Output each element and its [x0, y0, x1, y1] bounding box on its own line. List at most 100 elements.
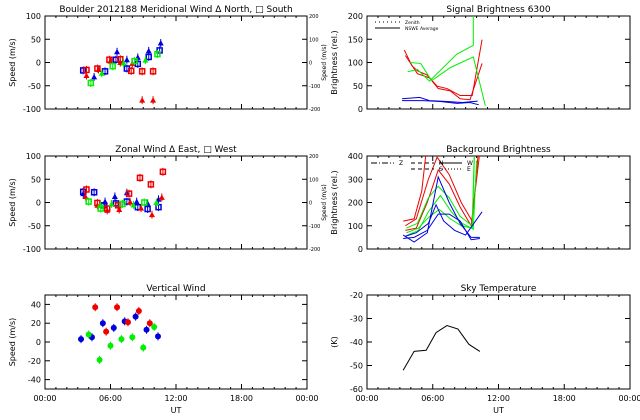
- y-axis-label: Brightness (rel.): [330, 30, 339, 94]
- data-point-triangle: [127, 199, 133, 205]
- chart-title: Boulder 2012188 Meridional Wind Δ North,…: [59, 5, 292, 15]
- data-point-triangle: [112, 193, 118, 199]
- y-tick-label: -100: [23, 105, 41, 114]
- x-tick-label: 00:00: [355, 394, 378, 403]
- x-tick-label: 06:00: [99, 394, 122, 403]
- y-tick-label: 20: [31, 319, 41, 328]
- right-y-tick-label: 200: [309, 154, 319, 160]
- y-tick-label: -100: [23, 245, 41, 254]
- data-point-triangle: [146, 48, 152, 54]
- series-line-0: [403, 326, 480, 371]
- y-tick-label: 0: [36, 338, 41, 347]
- plot-frame: [45, 295, 307, 389]
- y-axis-label: Speed (m/s): [8, 38, 17, 87]
- y-tick-label: -30: [350, 315, 363, 324]
- data-point: [86, 331, 92, 337]
- plot-area: [80, 168, 165, 219]
- data-point: [133, 314, 139, 320]
- x-tick-label: 12:00: [487, 394, 510, 403]
- x-axis-label: UT: [493, 406, 504, 415]
- y-tick-label: 50: [31, 175, 41, 184]
- panel-4: Vertical Wind 40 20 0 -20 -40 Speed (m/s) 00:00…: [8, 284, 319, 415]
- y-tick-label: 0: [358, 105, 363, 114]
- plot-frame: [367, 295, 630, 389]
- y-axis-label: Speed (m/s): [8, 178, 17, 227]
- y-tick-label: 0: [36, 199, 41, 208]
- plot-frame: [45, 156, 307, 249]
- data-point: [136, 308, 142, 314]
- data-point: [129, 334, 135, 340]
- data-point-triangle: [91, 74, 97, 80]
- right-y-tick-label: 100: [309, 177, 319, 183]
- legend-label: NSWE Average: [405, 26, 439, 32]
- panel-1: Signal Brightness 6300200150100500Bright…: [330, 2, 630, 114]
- panel-0: Boulder 2012188 Meridional Wind Δ North,…: [8, 5, 328, 114]
- chart-title: Sky Temperature: [461, 284, 537, 294]
- data-point: [144, 327, 150, 333]
- series-line-3: [410, 57, 486, 106]
- y-tick-label: 200: [348, 199, 363, 208]
- data-point: [155, 333, 161, 339]
- data-point: [78, 336, 84, 342]
- y-axis-label: (K): [330, 336, 339, 348]
- y-tick-label: 300: [348, 175, 363, 184]
- y-tick-label: -50: [350, 362, 363, 371]
- y-tick-label: -50: [28, 222, 41, 231]
- y-tick-label: -20: [350, 291, 363, 300]
- y-tick-label: 40: [31, 300, 41, 309]
- right-y-axis-label: Speed (m/s): [321, 184, 328, 220]
- plot-frame: [45, 16, 307, 109]
- right-y-tick-label: -200: [309, 107, 320, 113]
- plot-area: [78, 303, 161, 364]
- right-y-tick-label: -100: [309, 224, 320, 230]
- y-tick-label: -60: [350, 385, 363, 394]
- y-tick-label: 100: [348, 59, 363, 68]
- y-axis-label: Speed (m/s): [8, 318, 17, 367]
- y-tick-label: 400: [348, 152, 363, 161]
- data-point: [111, 325, 117, 331]
- right-y-axis-label: Speed (m/s): [321, 44, 328, 80]
- y-tick-label: 50: [31, 35, 41, 44]
- legend-label: Zenith: [405, 20, 420, 26]
- y-tick-label: -40: [350, 338, 363, 347]
- data-point-triangle: [158, 40, 164, 46]
- data-point: [92, 304, 98, 310]
- y-tick-label: 100: [26, 12, 41, 21]
- plot-area: [81, 39, 164, 104]
- series-line-1: [405, 56, 482, 100]
- data-point-triangle: [150, 97, 156, 103]
- y-tick-label: -50: [28, 82, 41, 91]
- x-tick-label: 12:00: [164, 394, 187, 403]
- fpi-summary-figure: Boulder 2012188 Meridional Wind Δ North,…: [0, 0, 640, 420]
- x-tick-label: 18:00: [230, 394, 253, 403]
- right-y-tick-label: -200: [309, 247, 320, 253]
- y-tick-label: 0: [36, 59, 41, 68]
- right-y-tick-label: 200: [309, 14, 319, 20]
- data-point-triangle: [138, 205, 144, 211]
- right-y-tick-label: 0: [309, 61, 312, 67]
- data-point-triangle: [159, 194, 165, 200]
- data-point: [108, 343, 114, 349]
- y-tick-label: 100: [26, 152, 41, 161]
- data-point: [100, 320, 106, 326]
- right-y-tick-label: -100: [309, 84, 320, 90]
- data-point-triangle: [114, 49, 120, 55]
- y-axis-label: Brightness (rel.): [330, 170, 339, 234]
- panel-2: Zonal Wind Δ East, □ West100500-50-100Sp…: [8, 145, 328, 254]
- legend-label: Z: [399, 160, 403, 167]
- chart-title: Background Brightness: [446, 145, 551, 155]
- x-tick-label: 00:00: [295, 394, 318, 403]
- x-tick-label: 18:00: [553, 394, 576, 403]
- chart-title: Vertical Wind: [146, 284, 205, 294]
- y-tick-label: 0: [358, 245, 363, 254]
- legend-label: E: [467, 166, 471, 173]
- data-point-triangle: [139, 97, 145, 103]
- y-tick-label: -40: [28, 376, 41, 385]
- data-point: [118, 336, 124, 342]
- y-tick-label: 150: [348, 35, 363, 44]
- series-line-5: [402, 101, 479, 105]
- x-axis-label: UT: [171, 406, 182, 415]
- data-point-triangle: [149, 212, 155, 218]
- y-tick-label: -20: [28, 357, 41, 366]
- x-tick-label: 06:00: [421, 394, 444, 403]
